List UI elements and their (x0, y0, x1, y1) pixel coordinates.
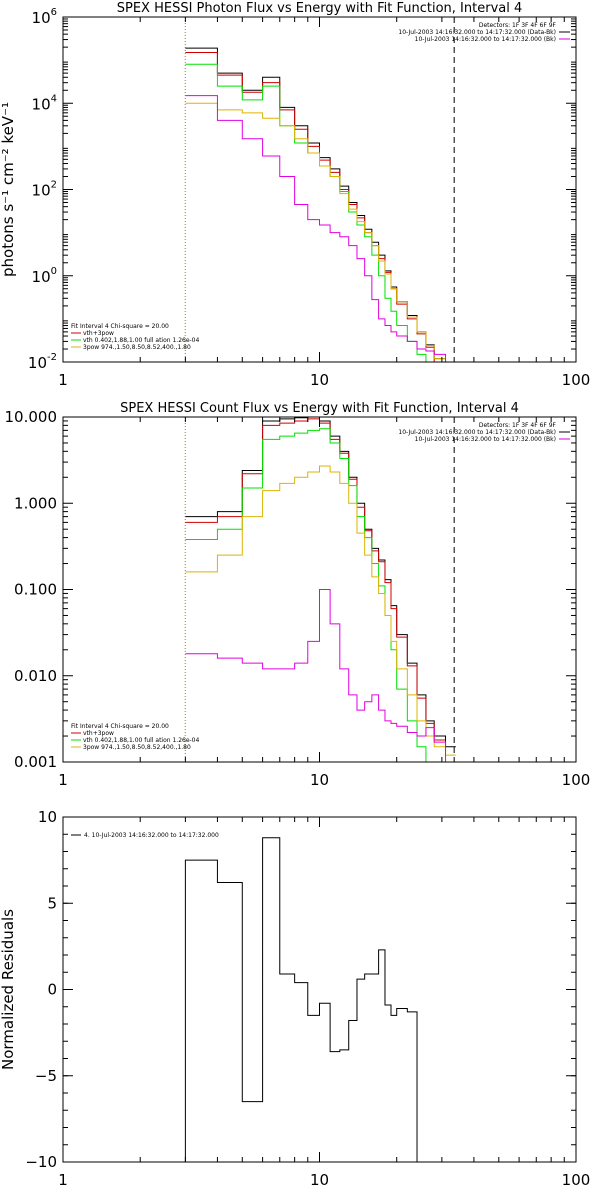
series-line-4 (185, 465, 456, 756)
x-tick-label: 1 (58, 771, 68, 789)
series-line-3 (185, 428, 435, 762)
chart-panel-2: 1 10 100 0.001 0.010 0.100 1.000 10.000 SPEX HES… (5, 401, 591, 789)
plot-frame (62, 16, 577, 363)
x-tick-label: 100 (562, 1171, 591, 1189)
top-legend-entry: 10-Jul-2003 14:16:32.000 to 14:17:32.000… (398, 29, 556, 36)
bottom-legend-entry: vth+3pow (83, 330, 114, 337)
x-tick-label: 100 (562, 771, 591, 789)
plot-frame (62, 816, 577, 1163)
y-tick-label: −5 (35, 1067, 57, 1085)
top-legend-entry: 10-Jul-2003 14:16:32.000 to 14:17:32.000… (415, 36, 556, 43)
series-line-2 (185, 418, 446, 741)
plot-area (184, 17, 466, 362)
chart-title: SPEX HESSI Photon Flux vs Energy with Fi… (117, 1, 523, 16)
series-line-3 (185, 63, 435, 362)
chart-title: SPEX HESSI Count Flux vs Energy with Fit… (120, 401, 519, 416)
y-tick-exponent: 4 (51, 93, 57, 104)
plot-area (184, 417, 456, 762)
y-tick-label: 0 (47, 981, 57, 999)
y-tick-label: 5 (47, 894, 57, 912)
y-tick-label: 0.001 (14, 753, 57, 771)
y-tick-label: −10 (25, 1153, 57, 1171)
y-tick-label: 106 (32, 7, 57, 27)
y-tick-base: 10 (32, 268, 51, 286)
y-tick-exponent: -2 (47, 352, 57, 363)
y-tick-exponent: 2 (51, 180, 57, 191)
y-tick-base: 10 (32, 95, 51, 113)
bottom-legend-entry: Fit Interval 4 Chi-square = 20.00 (71, 323, 169, 330)
y-tick-label: 0.010 (14, 667, 57, 685)
y-tick-label: 100 (32, 266, 57, 286)
y-tick-label: 102 (32, 180, 57, 200)
y-tick-label: 10.000 (5, 408, 58, 426)
y-tick-base: 10 (32, 182, 51, 200)
y-tick-label: 104 (32, 93, 57, 113)
x-tick-label: 10 (310, 371, 329, 389)
bottom-legend-entry: 3pow 974.,1.50,8.50,8.52,400.,1.80 (83, 744, 191, 751)
chart-panel-3: 1 10 100 −10 −5 0 5 10 Normalized Residuals 4. 10… (0, 808, 590, 1189)
y-tick-label: 10-2 (28, 352, 57, 372)
y-tick-label: 10 (38, 808, 57, 826)
top-legend-entry: Detectors: 1F 3F 4F 6F 9F (479, 422, 557, 429)
bottom-legend-entry: vth 0.402,1.88,1.00 full ation 1.26e-04 (83, 737, 199, 744)
x-tick-label: 10 (310, 1171, 329, 1189)
series-line-5 (185, 95, 466, 362)
bottom-legend-entry: vth 0.402,1.88,1.00 full ation 1.26e-04 (83, 337, 199, 344)
top-legend-entry: 10-Jul-2003 14:16:32.000 to 14:17:32.000… (415, 436, 556, 443)
y-tick-exponent: 0 (51, 266, 57, 277)
y-tick-label: 0.100 (14, 581, 57, 599)
y-tick-label: 1.000 (14, 494, 57, 512)
y-tick-base: 10 (32, 9, 51, 27)
y-tick-base: 10 (28, 354, 47, 372)
series-line-5 (185, 589, 456, 762)
series-line-1 (185, 47, 456, 362)
series-line-1 (184, 837, 418, 1162)
x-tick-label: 10 (310, 771, 329, 789)
x-tick-label: 1 (58, 371, 68, 389)
plot-area (184, 837, 418, 1162)
x-tick-label: 1 (58, 1171, 68, 1189)
y-axis-label: photons s⁻¹ cm⁻² keV⁻¹ (0, 102, 17, 277)
series-line-2 (185, 52, 446, 362)
bottom-legend-entry: Fit Interval 4 Chi-square = 20.00 (71, 723, 169, 730)
inner-legend-entry: 4. 10-Jul-2003 14:16:32.000 to 14:17:32.… (84, 832, 219, 839)
top-legend-entry: 10-Jul-2003 14:16:32.000 to 14:17:32.000… (398, 429, 556, 436)
bottom-legend-entry: 3pow 974.,1.50,8.50,8.52,400.,1.80 (83, 344, 191, 351)
series-line-4 (185, 102, 456, 362)
top-legend-entry: Detectors: 1F 3F 4F 6F 9F (479, 22, 557, 29)
x-tick-label: 100 (562, 371, 591, 389)
bottom-legend-entry: vth+3pow (83, 730, 114, 737)
y-tick-exponent: 6 (51, 7, 57, 18)
y-axis-label: Normalized Residuals (0, 909, 17, 1070)
